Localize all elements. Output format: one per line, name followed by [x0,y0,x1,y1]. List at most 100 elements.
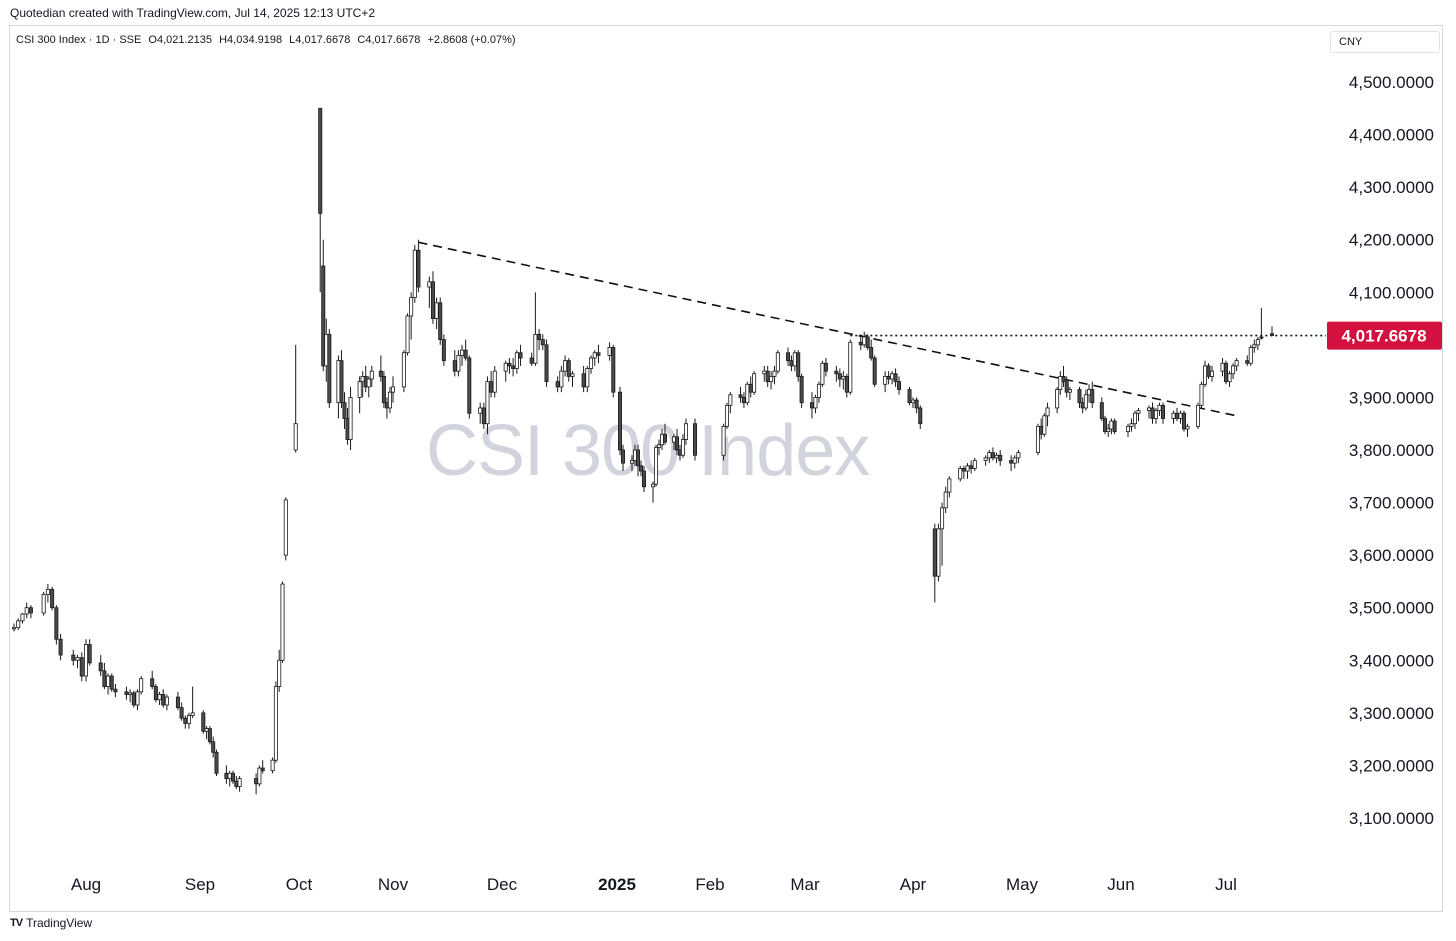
candle-body [844,375,849,393]
candle-body [348,397,353,440]
candle-body [161,694,166,706]
candle-body [592,352,597,359]
x-tick-label: Jun [1107,875,1134,894]
candle-body [1099,402,1104,419]
candle-body [327,333,332,404]
candle-body [164,696,169,706]
candle-body [452,360,457,372]
tradingview-logo-icon: TV [10,917,23,929]
x-tick-label: Jul [1215,875,1237,894]
candle-body [858,341,863,346]
candle-body [869,347,874,359]
candle-body [566,360,571,377]
y-tick-label: 4,200.0000 [1349,231,1434,250]
candle-body [529,357,534,364]
candle-body [983,457,988,461]
candle-body [1012,457,1017,464]
candle-body [41,594,46,614]
candle-body [456,354,461,372]
candle-body [893,373,898,383]
candle-body [1206,365,1211,377]
candle-body [816,383,821,398]
candle-body [611,347,616,393]
legend-high: H4,034.9198 [219,34,283,46]
candle-body [131,692,136,706]
candle-body [511,365,516,369]
candle-body [932,528,937,577]
candle-body [1045,407,1050,417]
candle-body [441,339,446,362]
candle-body [492,370,497,393]
candle-body [124,691,129,695]
candle-body [390,386,395,393]
y-tick-label: 3,100.0000 [1349,809,1434,828]
candle-body [237,778,242,787]
candle-body [54,607,59,640]
candle-body [1039,425,1044,435]
candle-body [1185,425,1190,430]
candle-body [618,391,623,451]
candle-body [563,360,568,372]
candle-body [339,360,344,404]
candle-body [273,686,278,761]
trendline [418,241,1237,417]
candle-body [514,352,519,369]
legend-symbol[interactable]: CSI 300 Index · 1D · SSE [16,34,142,46]
candle-body [585,368,590,388]
chart-frame [9,25,1443,912]
candle-body [681,439,686,456]
candle-body [1171,412,1176,419]
candle-body [786,352,791,362]
candle-body [503,362,508,372]
candle-body [693,423,698,456]
candle-body [1175,412,1180,419]
candle-body [45,588,50,595]
candle-body [639,465,644,472]
candle-body [24,607,29,615]
candle-body [947,478,952,493]
candle-body [651,483,656,488]
candle-body [684,423,689,440]
candle-body [994,454,999,459]
candle-body [1252,344,1257,348]
candle-body [204,728,209,732]
candle-body [1182,412,1187,430]
candle-body [1259,336,1264,339]
candle-body [596,352,601,356]
candle-body [965,465,970,472]
candle-body [84,644,89,677]
candle-body [769,375,774,383]
candle-body [260,767,265,772]
candle-body [533,333,538,364]
y-tick-label: 3,600.0000 [1349,546,1434,565]
candle-body [1067,389,1072,393]
candle-body [1220,362,1225,372]
candle-body [943,491,948,509]
candle-body [654,446,659,485]
last-price-label: 4,017.6678 [1341,327,1426,346]
candle-body [789,360,794,367]
x-tick-label: Sep [185,875,215,894]
currency-selector[interactable]: CNY [1330,31,1440,53]
candle-body [630,460,635,464]
candle-body [1150,407,1155,419]
legend-close: C4,017.6678 [357,34,421,46]
candle-body [886,375,891,380]
candle-body [430,281,435,319]
candle-body [230,772,235,782]
candle-body [434,302,439,319]
candle-body [621,449,626,464]
candle-body [175,696,180,708]
candle-body [485,381,490,425]
candle-body [1248,347,1253,364]
last-price-tag [1327,321,1442,350]
candle-body [257,767,262,785]
candle-body [1161,404,1166,419]
candle-body [1157,404,1162,411]
candle-body [1058,375,1063,390]
candle-body [318,107,323,214]
candle-body [1055,389,1060,409]
candle-body [813,397,818,409]
candle-body [1136,410,1141,414]
